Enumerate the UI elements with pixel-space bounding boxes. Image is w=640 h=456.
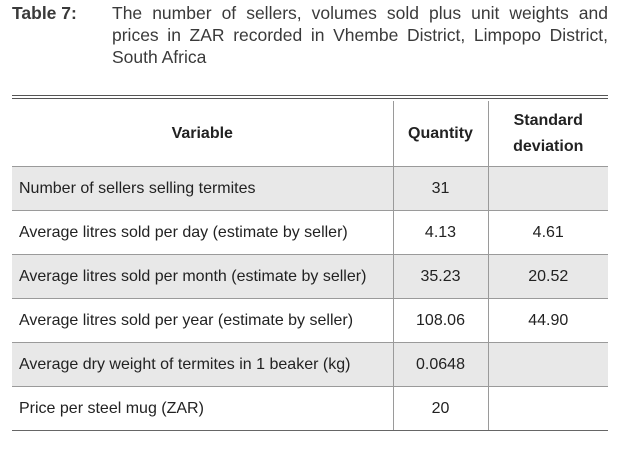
caption-label: Table 7: (12, 3, 77, 23)
header-quantity: Quantity (392, 101, 489, 167)
table-row: Average dry weight of termites in 1 beak… (12, 342, 608, 387)
cell-quantity: 0.0648 (392, 342, 489, 387)
cell-variable: Average litres sold per month (estimate … (12, 254, 394, 299)
cell-sd (487, 166, 608, 211)
cell-sd: 20.52 (487, 254, 608, 299)
cell-sd (487, 386, 608, 431)
cell-variable: Price per steel mug (ZAR) (12, 386, 394, 431)
table-row: Average litres sold per day (estimate by… (12, 210, 608, 255)
table-top-rule (12, 95, 608, 99)
header-standard-deviation: Standard deviation (487, 101, 608, 167)
cell-quantity: 31 (392, 166, 489, 211)
data-table: Variable Quantity Standard deviation Num… (12, 101, 608, 431)
cell-variable: Average dry weight of termites in 1 beak… (12, 342, 394, 387)
header-sd-line2: deviation (513, 137, 584, 155)
cell-quantity: 4.13 (392, 210, 489, 255)
cell-sd: 4.61 (487, 210, 608, 255)
cell-quantity: 108.06 (392, 298, 489, 343)
header-sd-line1: Standard (513, 111, 583, 129)
caption-text: The number of sellers, volumes sold plus… (112, 3, 608, 67)
table-row: Average litres sold per year (estimate b… (12, 298, 608, 343)
cell-quantity: 35.23 (392, 254, 489, 299)
cell-quantity: 20 (392, 386, 489, 431)
cell-variable: Number of sellers selling termites (12, 166, 394, 211)
cell-sd (487, 342, 608, 387)
table-header-row: Variable Quantity Standard deviation (12, 101, 608, 167)
table-row: Average litres sold per month (estimate … (12, 254, 608, 299)
table-row: Number of sellers selling termites 31 (12, 166, 608, 211)
cell-variable: Average litres sold per year (estimate b… (12, 298, 394, 343)
header-variable: Variable (12, 101, 394, 167)
cell-variable: Average litres sold per day (estimate by… (12, 210, 394, 255)
cell-sd: 44.90 (487, 298, 608, 343)
table-row: Price per steel mug (ZAR) 20 (12, 386, 608, 431)
table-caption: Table 7: The number of sellers, volumes … (12, 2, 608, 68)
